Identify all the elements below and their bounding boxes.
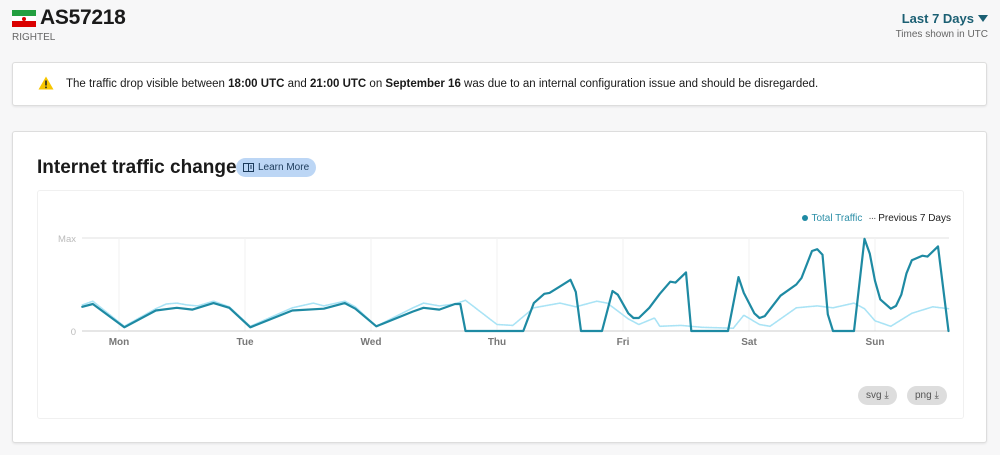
learn-more-button[interactable]: Learn More — [236, 158, 317, 177]
legend-label: Previous 7 Days — [878, 213, 951, 224]
flag-stripe-white — [12, 15, 36, 22]
download-svg-label: svg — [866, 390, 882, 401]
iran-flag-icon — [12, 10, 36, 28]
asn-title: AS57218 — [40, 6, 126, 29]
flag-stripe-green — [12, 10, 36, 16]
date-range-dropdown[interactable]: Last 7 Days — [902, 11, 988, 26]
caret-down-icon — [978, 15, 988, 22]
x-tick-label: Thu — [488, 337, 506, 348]
legend-dot-icon — [802, 215, 809, 221]
x-tick-label: Wed — [361, 337, 382, 348]
total-traffic-line — [81, 237, 950, 333]
notice-text: was due to an internal configuration iss… — [460, 78, 819, 90]
chart-legend: Total Traffic ··· Previous 7 Days — [802, 213, 951, 224]
traffic-chart: Mon Tue Wed Thu Fri Sat Sun Max 0 — [58, 234, 950, 348]
book-icon — [243, 163, 254, 172]
download-icon: ⤓ — [884, 390, 889, 401]
x-tick-label: Mon — [109, 337, 130, 348]
flag-stripe-red — [12, 21, 36, 28]
org-name: RIGHTEL — [12, 32, 56, 43]
download-png-button[interactable]: png ⤓ — [907, 386, 947, 405]
download-png-label: png — [915, 390, 932, 401]
legend-dots-icon: ··· — [868, 213, 876, 224]
legend-total-traffic[interactable]: Total Traffic — [802, 213, 862, 224]
notice-text: and — [284, 78, 310, 90]
x-tick-label: Sun — [866, 337, 885, 348]
chart-panel: Mon Tue Wed Thu Fri Sat Sun Max 0 Total Traffic … — [37, 190, 964, 419]
legend-label: Total Traffic — [811, 213, 863, 224]
notice-emphasis: September 16 — [385, 78, 461, 90]
y-tick-label: Max — [58, 234, 76, 245]
legend-previous-7-days[interactable]: ··· Previous 7 Days — [868, 213, 951, 224]
notice-message: The traffic drop visible between 18:00 U… — [66, 78, 818, 90]
date-range-label: Last 7 Days — [901, 11, 974, 26]
y-tick-label: 0 — [71, 327, 76, 338]
learn-more-label: Learn More — [258, 162, 310, 173]
download-svg-button[interactable]: svg ⤓ — [858, 386, 897, 405]
previous-7-days-line — [81, 299, 950, 329]
timezone-note: Times shown in UTC — [895, 29, 988, 40]
warning-icon — [38, 76, 54, 90]
download-icon: ⤓ — [934, 390, 939, 401]
notice-banner: The traffic drop visible between 18:00 U… — [12, 62, 987, 106]
notice-text: The traffic drop visible between — [66, 78, 229, 90]
traffic-card: Internet traffic change Learn More Mon Tu… — [12, 131, 987, 443]
x-tick-label: Fri — [617, 337, 630, 348]
card-title: Internet traffic change — [37, 157, 237, 178]
notice-emphasis: 18:00 UTC — [228, 78, 285, 90]
x-tick-label: Sat — [741, 337, 757, 348]
notice-emphasis: 21:00 UTC — [309, 78, 367, 90]
x-tick-label: Tue — [236, 337, 253, 348]
notice-text: on — [366, 78, 386, 90]
